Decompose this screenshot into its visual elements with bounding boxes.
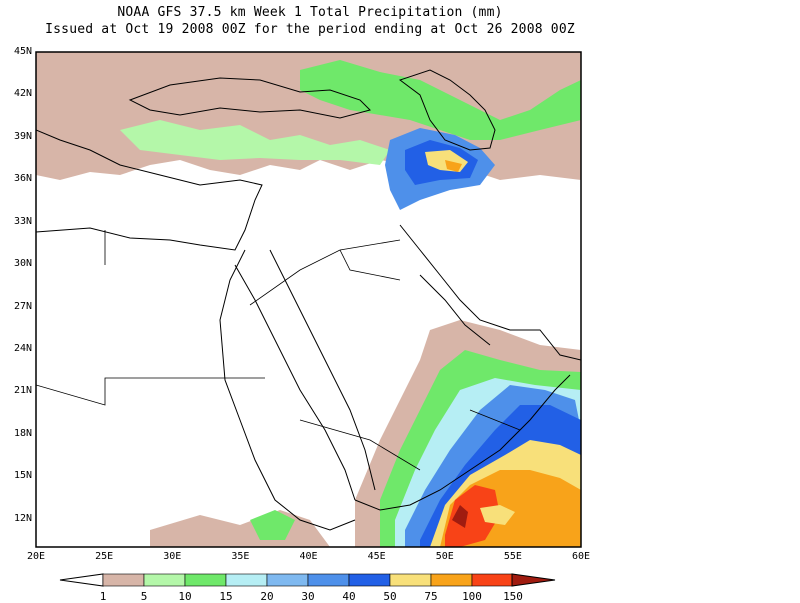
colorbar-right-arrow xyxy=(511,573,556,587)
precip-caspian-orange xyxy=(445,160,462,172)
lat-label: 24N xyxy=(13,343,32,354)
coastline-black-sea xyxy=(128,77,371,119)
colorbar-swatch xyxy=(307,573,350,587)
colorbar-swatch xyxy=(266,573,309,587)
lat-label: 30N xyxy=(13,258,32,270)
colorbar-label: 30 xyxy=(301,590,315,603)
map-frame xyxy=(35,51,582,548)
colorbar-swatch xyxy=(225,573,268,587)
lat-label: 27N xyxy=(13,300,32,312)
colorbar-swatch xyxy=(430,573,473,587)
colorbar-label: 10 xyxy=(178,590,192,603)
colorbar-label: 1 xyxy=(99,590,107,603)
coastline-africa xyxy=(219,249,356,531)
colorbar-swatch xyxy=(143,573,186,587)
lon-label: 35E xyxy=(231,551,250,562)
precip-socotra-yellow xyxy=(480,505,515,525)
colorbar-swatch xyxy=(389,573,432,587)
lat-label: 12N xyxy=(13,512,32,524)
lat-label: 39N xyxy=(13,130,32,142)
lat-label: 18N xyxy=(13,427,32,439)
map-subtitle: Issued at Oct 19 2008 00Z for the period… xyxy=(45,22,575,37)
lon-label: 25E xyxy=(95,551,114,562)
lat-label: 33N xyxy=(13,215,32,227)
coastline-persian-gulf xyxy=(399,224,581,361)
coastlines xyxy=(36,69,581,531)
lon-label: 55E xyxy=(503,551,522,562)
coastline-caspian xyxy=(398,69,496,151)
colorbar-swatch xyxy=(184,573,227,587)
lon-label: 20E xyxy=(26,551,46,562)
colorbar-label: 150 xyxy=(503,590,523,603)
precip-south-darkred xyxy=(452,505,468,528)
colorbar-label: 40 xyxy=(342,590,356,603)
colorbar xyxy=(59,573,556,587)
colorbar-label: 50 xyxy=(383,590,397,603)
map-title: NOAA GFS 37.5 km Week 1 Total Precipitat… xyxy=(117,5,503,20)
lon-label: 50E xyxy=(435,551,454,562)
coastline-red-sea xyxy=(234,249,376,501)
lat-label: 45N xyxy=(13,46,32,57)
coastline-mediterranean xyxy=(36,129,263,251)
lon-label: 30E xyxy=(163,551,182,562)
colorbar-swatch xyxy=(102,573,145,587)
lat-label: 36N xyxy=(13,173,32,185)
colorbar-swatch xyxy=(471,573,514,587)
colorbar-label: 75 xyxy=(424,590,438,603)
precip-band-north-light xyxy=(120,120,390,165)
colorbar-label: 20 xyxy=(260,590,274,603)
lon-label: 60E xyxy=(571,551,591,562)
colorbar-left-arrow xyxy=(59,573,104,587)
coastline-arabia-south xyxy=(354,374,571,511)
lon-label: 45E xyxy=(367,551,386,562)
colorbar-label: 5 xyxy=(140,590,148,603)
lat-label: 42N xyxy=(13,88,32,100)
precip-horn-green xyxy=(250,510,295,540)
lat-label: 21N xyxy=(13,385,32,397)
lon-label: 40E xyxy=(299,551,318,562)
colorbar-swatch xyxy=(348,573,391,587)
precip-south-red xyxy=(445,485,500,547)
colorbar-label: 100 xyxy=(462,590,482,603)
country-borders xyxy=(36,230,521,471)
lat-label: 15N xyxy=(13,470,32,482)
colorbar-label: 15 xyxy=(219,590,233,603)
precip-band-north-green xyxy=(300,60,581,140)
